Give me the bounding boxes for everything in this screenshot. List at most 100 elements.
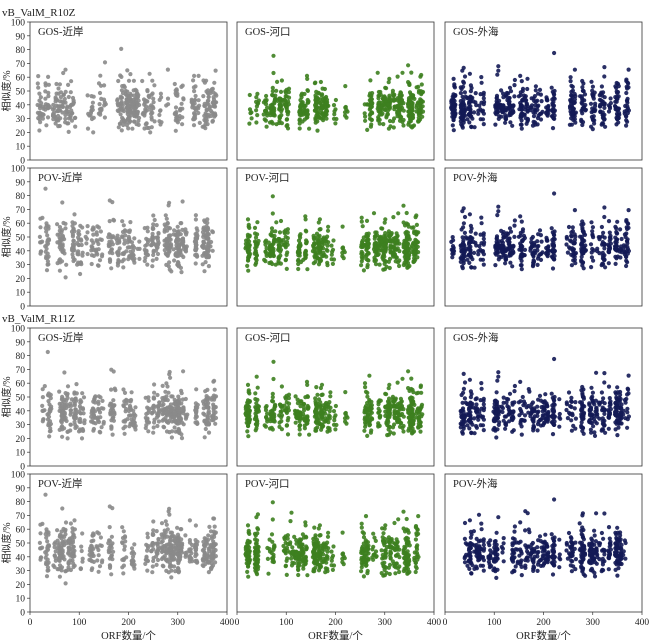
y-tick-label: 50 — [16, 394, 26, 404]
data-points — [37, 186, 215, 280]
data-point — [320, 97, 325, 102]
data-point — [73, 422, 78, 427]
y-tick-label: 20 — [16, 435, 26, 445]
data-point — [202, 435, 207, 440]
data-point — [512, 83, 517, 88]
data-point — [334, 116, 339, 122]
data-point — [368, 124, 373, 129]
data-point — [602, 205, 607, 210]
data-point — [59, 230, 64, 235]
data-point — [544, 98, 550, 103]
data-point — [211, 99, 216, 105]
data-point — [99, 237, 104, 242]
data-point — [406, 234, 411, 239]
data-point — [377, 414, 382, 419]
data-point — [125, 68, 130, 73]
data-point — [245, 403, 250, 408]
data-point — [45, 239, 50, 245]
data-point — [196, 110, 201, 116]
data-point — [255, 421, 260, 426]
data-point — [600, 421, 606, 426]
data-point — [191, 123, 197, 128]
data-point — [47, 434, 52, 439]
data-point — [163, 389, 168, 394]
data-point — [324, 97, 330, 102]
data-point — [511, 243, 516, 248]
data-point — [73, 124, 78, 129]
data-point — [372, 245, 377, 250]
data-point — [376, 96, 381, 101]
y-tick-label: 80 — [16, 352, 26, 362]
data-point — [618, 227, 623, 232]
data-point — [501, 235, 506, 240]
data-point — [193, 236, 198, 241]
data-point — [539, 239, 544, 244]
data-point — [99, 96, 104, 101]
data-point — [392, 104, 397, 109]
data-point — [504, 94, 509, 99]
data-point — [510, 249, 516, 254]
data-point — [158, 122, 163, 127]
data-point — [481, 262, 486, 267]
data-point — [282, 102, 288, 107]
data-point — [625, 425, 630, 430]
data-point — [533, 84, 539, 89]
data-point — [68, 428, 73, 433]
data-point — [247, 92, 252, 98]
data-point — [569, 233, 574, 238]
data-point — [532, 240, 537, 245]
data-point — [305, 406, 310, 411]
data-point — [590, 106, 595, 111]
data-point — [476, 249, 481, 254]
data-point — [121, 106, 126, 112]
data-point — [573, 234, 578, 239]
data-point — [506, 99, 511, 104]
data-point — [285, 432, 291, 437]
data-point — [462, 74, 468, 79]
data-point — [386, 102, 391, 107]
data-point — [68, 401, 73, 406]
data-point — [66, 82, 71, 87]
data-point — [59, 414, 64, 419]
data-point — [205, 414, 210, 419]
data-point — [131, 258, 136, 263]
data-point — [196, 73, 201, 78]
data-point — [469, 226, 474, 231]
data-point — [57, 389, 62, 394]
data-point — [48, 428, 53, 434]
data-point — [450, 123, 455, 128]
data-point — [626, 67, 631, 72]
data-point — [150, 78, 155, 83]
data-point — [85, 126, 91, 131]
data-point — [564, 234, 569, 240]
y-tick-label: 10 — [16, 143, 26, 153]
data-point — [495, 72, 500, 77]
data-point — [368, 78, 373, 83]
data-point — [175, 260, 181, 265]
data-point — [493, 103, 498, 108]
data-point — [460, 431, 465, 436]
chart-panel: GOS-河口 — [236, 327, 435, 467]
plot-frame — [444, 167, 643, 307]
data-point — [147, 71, 152, 76]
data-point — [154, 223, 159, 228]
data-point — [450, 108, 455, 113]
data-point — [343, 84, 348, 89]
data-point — [80, 225, 85, 230]
data-point — [367, 373, 372, 378]
data-point — [38, 225, 43, 230]
data-point — [393, 397, 398, 402]
data-point — [197, 120, 202, 125]
data-point — [211, 409, 216, 414]
data-point — [278, 218, 284, 224]
data-point — [299, 93, 304, 98]
data-point — [45, 349, 50, 355]
data-point — [570, 107, 575, 112]
data-point — [270, 261, 275, 267]
data-point — [100, 398, 105, 403]
data-point — [506, 405, 511, 410]
data-point — [253, 397, 258, 402]
data-point — [282, 403, 287, 408]
data-point — [394, 405, 399, 410]
data-point — [333, 97, 338, 103]
